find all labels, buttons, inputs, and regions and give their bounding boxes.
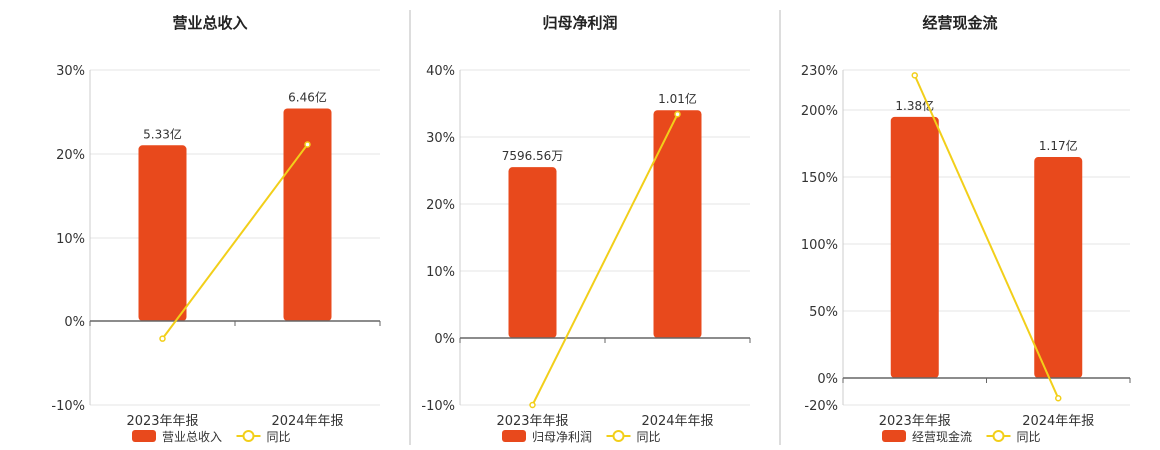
x-tick-label: 2023年年报 [879,414,951,429]
yoy-point-1 [911,72,918,79]
y-tick-label: 20% [426,198,455,213]
yoy-line [531,113,679,406]
legend-line-label: 同比 [637,430,661,444]
bar-data-label: 1.38亿 [895,98,934,113]
x-tick-label: 2023年年报 [126,414,198,429]
legend: 归母净利润 同比 [502,430,661,444]
x-tick-label: 2024年年报 [271,414,343,429]
yoy-point-1 [159,335,166,342]
bar-1 [890,116,939,378]
bar-data-label: 1.17亿 [1039,138,1078,153]
chart-panel-2: 归母净利润 40% 30% 20% 10% 0% -10% 7596.56万 2023年年报 1.… [421,14,751,444]
chart-panel-1: 营业总收入 30% 20% 10% 0% -10% 5.33亿 2023年年报 6.46亿 202… [51,14,381,444]
legend-line-label: 同比 [267,430,291,444]
yoy-point-2 [674,110,681,118]
y-tick-label: 0% [817,372,838,387]
y-tick-label: 230% [801,64,838,79]
y-tick-label: 30% [56,64,85,79]
y-tick-label: -20% [804,399,838,414]
y-tick-label: -10% [421,399,455,414]
x-tick-label: 2024年年报 [1022,414,1094,429]
x-tick-label: 2023年年报 [496,414,568,429]
yoy-line [913,74,1060,399]
y-tick-label: 200% [801,104,838,119]
bar-2 [283,108,332,321]
bar-data-label: 5.33亿 [143,126,182,141]
y-tick-label: 40% [426,64,455,79]
y-tick-label: 20% [56,148,85,163]
legend: 营业总收入 同比 [132,430,291,444]
legend-bar-label: 归母净利润 [532,430,592,444]
legend-line-marker [992,430,1005,442]
bar-data-label: 7596.56万 [502,149,564,163]
chart-title: 营业总收入 [172,14,247,32]
bar-data-label: 6.46亿 [288,89,327,104]
legend-bar-swatch [882,430,906,442]
bar-1 [508,167,557,338]
chart-title: 经营现金流 [922,14,997,32]
bar-1 [138,145,187,321]
chart-title: 归母净利润 [542,14,617,32]
legend-bar-swatch [132,430,156,442]
bar-2 [653,110,702,338]
y-tick-label: 100% [801,238,838,253]
y-tick-label: 0% [64,315,85,330]
y-tick-label: 10% [56,232,85,247]
y-tick-label: 50% [809,305,838,320]
yoy-point-2 [304,141,311,148]
legend-line-marker [612,430,625,442]
y-tick-label: 30% [426,131,455,146]
yoy-point-1 [529,401,536,409]
legend-bar-label: 营业总收入 [162,430,222,444]
yoy-point-2 [1055,395,1062,402]
chart-panel-3: 经营现金流 230% 200% 150% 100% 50% 0% -20% 1.38亿 2023年… [801,14,1131,444]
y-tick-label: 0% [434,332,455,347]
bar-data-label: 1.01亿 [658,91,697,106]
legend: 经营现金流 同比 [882,429,1041,444]
legend-bar-swatch [502,430,526,442]
y-tick-label: 150% [801,171,838,186]
legend-bar-label: 经营现金流 [912,429,972,444]
legend-line-label: 同比 [1017,430,1041,444]
x-tick-label: 2024年年报 [641,414,713,429]
yoy-line [161,143,309,340]
y-tick-label: 10% [426,265,455,280]
legend-line-marker [242,430,255,442]
y-tick-label: -10% [51,399,85,414]
bar-2 [1034,157,1083,378]
